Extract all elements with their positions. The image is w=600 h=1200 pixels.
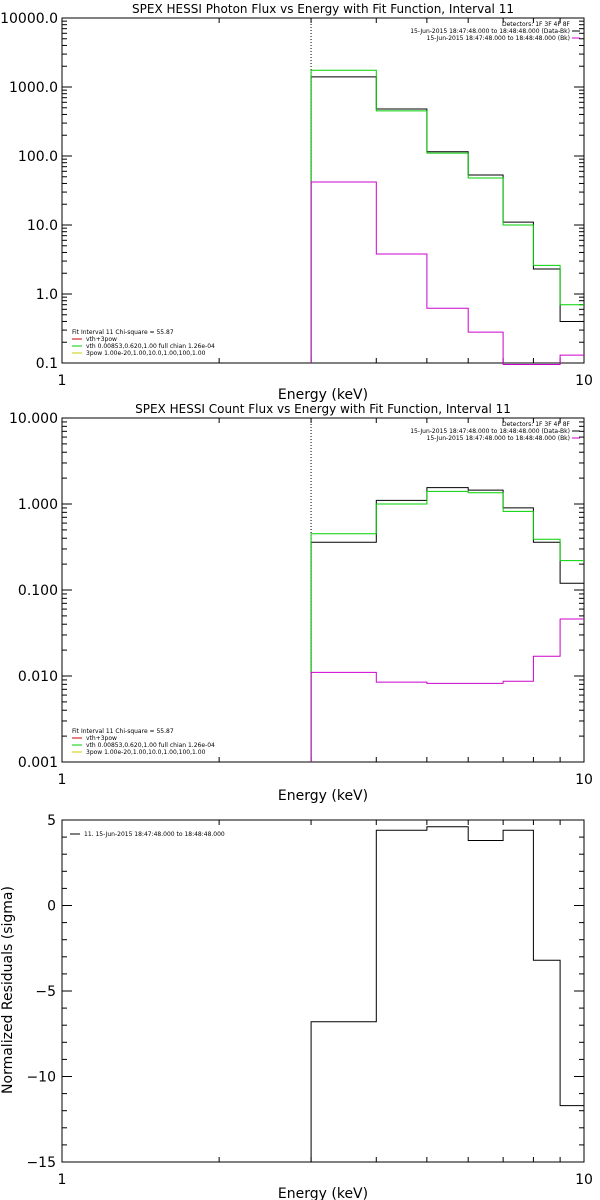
series-line: [310, 69, 584, 363]
series-bk: [310, 181, 584, 365]
series-line: [310, 826, 584, 1162]
series-bk: [310, 618, 584, 762]
y-tick-label: 10.000: [9, 411, 58, 427]
y-tick-label: −5: [35, 984, 56, 1000]
series-line: [310, 76, 584, 363]
legend-entry: vth 0.00853,0.620,1.00 full chian 1.26e-…: [86, 343, 215, 350]
x-tick-label: 10: [575, 772, 593, 788]
x-axis-label: Energy (keV): [278, 788, 368, 804]
legend-entry: Fit Interval 11 Chi-square = 55.87: [72, 329, 174, 336]
y-tick-label: 100.0: [18, 149, 58, 165]
y-tick-label: 10.0: [27, 218, 58, 234]
legend-bottom: Fit Interval 11 Chi-square = 55.87vth+3p…: [72, 329, 215, 357]
legend-top: 11. 15-Jun-2015 18:47:48.000 to 18:48:48…: [70, 831, 225, 838]
chart-panel-3: 1 10 Energy (keV) −15 −10 −5 0 5 Normalized Resi…: [0, 813, 593, 1200]
y-tick-label: 1.000: [18, 497, 58, 513]
x-tick-label: 10: [575, 373, 593, 389]
legend-entry: vth+3pow: [86, 336, 117, 343]
legend-entry: 15-Jun-2015 18:47:48.000 to 18:48:48.000…: [427, 35, 570, 42]
series-data-bk: [310, 76, 584, 363]
y-tick-label: 10000.0: [0, 11, 58, 27]
legend-entry: 11. 15-Jun-2015 18:47:48.000 to 18:48:48…: [84, 831, 225, 838]
legend-entry: vth+3pow: [86, 735, 117, 742]
y-tick-label: −15: [26, 1155, 56, 1171]
plot-frame: [61, 17, 585, 364]
plot-frame: [61, 819, 585, 1163]
y-axis-label: Normalized Residuals (sigma): [0, 886, 16, 1094]
y-tick-label: 0: [47, 899, 56, 915]
x-axis-label: Energy (keV): [278, 1186, 368, 1200]
y-tick-label: −10: [26, 1070, 56, 1086]
y-tick-label: 1.0: [36, 287, 58, 303]
y-tick-label: 5: [47, 813, 56, 829]
chart-title: SPEX HESSI Count Flux vs Energy with Fit…: [135, 402, 511, 416]
x-axis-label: Energy (keV): [278, 387, 368, 403]
chart-panel-2: SPEX HESSI Count Flux vs Energy with Fit…: [9, 402, 593, 804]
legend-entry: 15-Jun-2015 18:47:48.000 to 18:48:48.000…: [410, 428, 570, 435]
legend-bottom: Fit Interval 11 Chi-square = 55.87vth+3p…: [72, 728, 215, 756]
series-line: [310, 618, 584, 762]
y-tick-label: 0.010: [18, 669, 58, 685]
series-vth-3pow: [310, 490, 584, 762]
chart-title: SPEX HESSI Photon Flux vs Energy with Fi…: [132, 2, 514, 16]
series-line: [310, 490, 584, 762]
series-line: [310, 181, 584, 365]
legend-entry: 15-Jun-2015 18:47:48.000 to 18:48:48.000…: [427, 435, 570, 442]
legend-entry: 3pow 1.00e-20,1.00,10.0,1.00,100,1.00: [86, 749, 206, 756]
series-11: [310, 826, 584, 1162]
legend-entry: vth 0.00853,0.620,1.00 full chian 1.26e-…: [86, 742, 215, 749]
series-vth-3pow: [310, 69, 584, 363]
legend-entry: Detectors: 1F 3F 4F 8F: [502, 21, 571, 28]
y-tick-label: 0.001: [18, 755, 58, 771]
legend-entry: Fit Interval 11 Chi-square = 55.87: [72, 728, 174, 735]
x-tick-label: 1: [58, 772, 67, 788]
y-tick-label: 0.100: [18, 583, 58, 599]
legend-entry: 3pow 1.00e-20,1.00,10.0,1.00,100,1.00: [86, 350, 206, 357]
x-tick-label: 1: [58, 1172, 67, 1188]
legend-entry: Detectors: 1F 3F 4F 8F: [502, 421, 571, 428]
y-tick-label: 0.1: [36, 356, 58, 372]
legend-entry: 15-Jun-2015 18:47:48.000 to 18:48:48.000…: [410, 28, 570, 35]
series-line: [310, 487, 584, 762]
plot-frame: [61, 417, 585, 763]
series-data-bk: [310, 487, 584, 762]
x-tick-label: 10: [575, 1172, 593, 1188]
y-tick-label: 1000.0: [9, 80, 58, 96]
chart-panel-1: SPEX HESSI Photon Flux vs Energy with Fi…: [0, 2, 593, 403]
x-tick-label: 1: [58, 373, 67, 389]
